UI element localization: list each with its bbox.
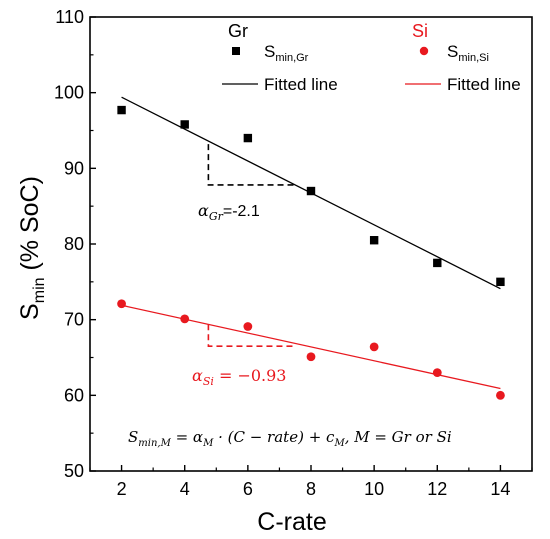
y-axis-label-rest: (% SoC) [16, 176, 44, 277]
legend-si-series: Smin,Si [447, 42, 489, 64]
slope-label-gr: αGr=-2.1 [198, 201, 260, 223]
x-tick-label: 8 [306, 479, 316, 499]
equation-mid: = α [171, 428, 203, 446]
legend-si-series-main: S [447, 42, 458, 61]
slope-label-si-sub: Si [203, 375, 214, 388]
point-gr [369, 236, 379, 245]
y-tick-label: 70 [64, 310, 84, 330]
legend-si-series-sub: min,Si [458, 52, 489, 64]
fitted-lines [121, 96, 501, 390]
point-gr [180, 120, 189, 129]
legend-gr-series: Smin,Gr [264, 42, 309, 64]
point-gr [117, 105, 126, 115]
slope-triangle-si [207, 324, 296, 347]
y-axis-label-main: S [16, 303, 44, 320]
point-gr [496, 277, 505, 287]
slope-triangles [207, 144, 296, 347]
legend-si-marker [419, 46, 429, 56]
slope-label-si-symbol: α [192, 366, 203, 385]
point-gr [306, 186, 316, 196]
legend-si-title: Si [412, 21, 428, 41]
equation: Smin,M = αM · (C − rate) + cM, M = Gr or… [128, 428, 452, 449]
point-si [369, 342, 379, 352]
y-tick-label: 80 [64, 234, 84, 254]
slope-label-gr-value: =-2.1 [223, 203, 260, 220]
y-tick-label: 110 [55, 7, 84, 27]
point-gr [243, 133, 253, 143]
slope-label-gr-symbol: α [198, 201, 209, 220]
y-axis-ticks: 50 60 70 80 90 100 110 [54, 7, 96, 481]
y-axis-label: Smin (% SoC) [16, 176, 48, 320]
x-tick-label: 14 [490, 479, 510, 499]
equation-a-sub: M [202, 438, 214, 449]
equation-s-sub: min,M [138, 438, 171, 449]
slope-label-si-value: = −0.93 [214, 366, 287, 385]
legend-si: Si Smin,Si Fitted line [405, 21, 521, 94]
point-si [180, 314, 190, 324]
x-tick-label: 10 [364, 479, 384, 499]
point-si [496, 390, 505, 400]
x-axis-ticks: 2 4 6 8 10 12 14 [89, 465, 533, 499]
legend-gr-fit-label: Fitted line [264, 75, 338, 94]
legend-si-fit-label: Fitted line [447, 75, 521, 94]
y-tick-label: 50 [64, 461, 84, 481]
x-tick-label: 2 [117, 479, 127, 499]
equation-tail: · (C − rate) + c [213, 428, 335, 446]
fitted-line-si [121, 304, 501, 390]
point-gr [433, 258, 442, 268]
y-tick-label: 100 [54, 83, 84, 103]
point-si [432, 368, 442, 378]
equation-s: S [128, 428, 138, 446]
x-tick-label: 12 [427, 479, 447, 499]
y-tick-label: 90 [64, 158, 84, 178]
legend-gr-series-main: S [264, 42, 275, 61]
point-si [243, 322, 253, 331]
x-tick-label: 6 [243, 479, 253, 499]
y-tick-label: 60 [64, 385, 84, 405]
legend-gr: Gr Smin,Gr Fitted line [222, 21, 338, 94]
slope-triangle-gr [207, 144, 296, 186]
legend-gr-marker [232, 47, 240, 55]
data-points [117, 105, 505, 400]
legend-gr-series-sub: min,Gr [275, 52, 308, 64]
x-axis-label: C-rate [257, 508, 326, 536]
y-axis-label-sub: min [31, 277, 48, 303]
slope-label-gr-sub: Gr [209, 210, 224, 223]
x-tick-label: 4 [180, 479, 190, 499]
point-si [117, 299, 126, 309]
legend-gr-title: Gr [228, 21, 248, 41]
equation-end: , M = Gr or Si [345, 428, 452, 446]
equation-c-sub: M [333, 438, 345, 449]
slope-label-si: αSi = −0.93 [192, 366, 286, 388]
point-si [306, 352, 316, 362]
